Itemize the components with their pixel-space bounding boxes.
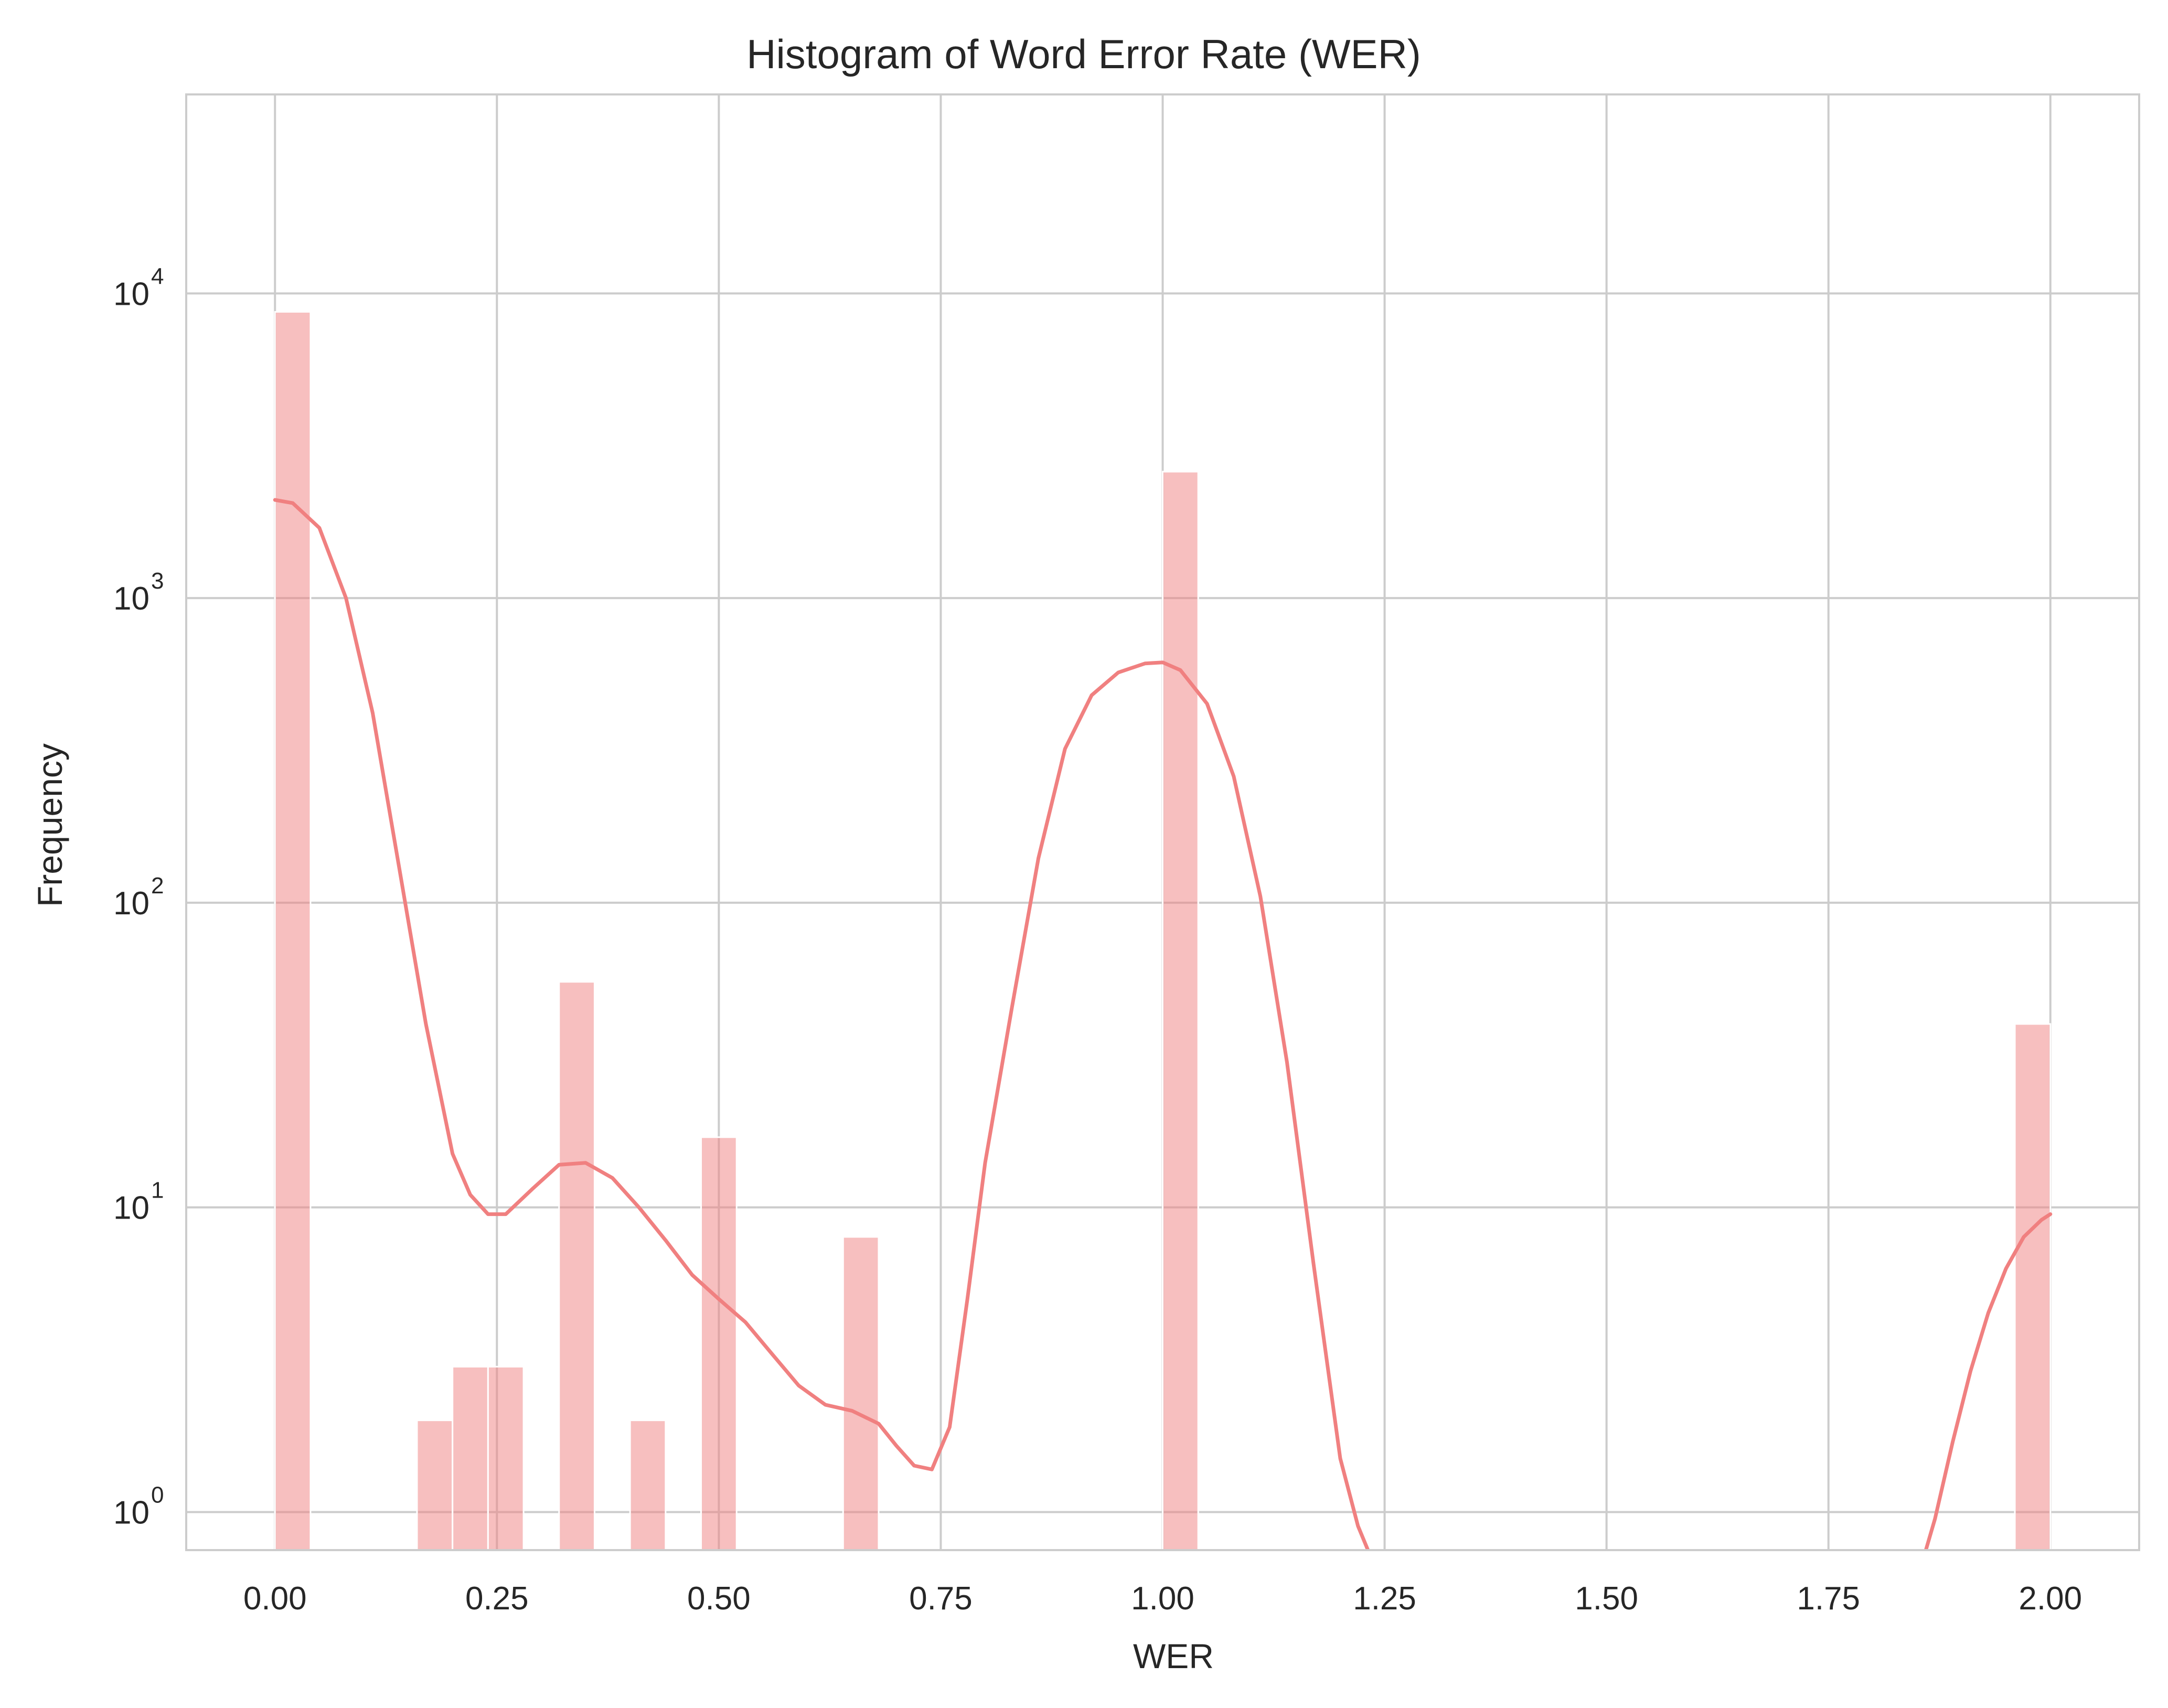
y-tick-exponent: 3 [151, 568, 164, 594]
kde-line-tail [1924, 1212, 2053, 1550]
x-axis-ticks: 0.00 0.25 0.50 0.75 1.00 1.25 1.50 1.75 2.00 [243, 1581, 2082, 1617]
histogram-bar [487, 1365, 525, 1551]
kde-line-main [273, 498, 1370, 1550]
x-tick-label: 1.25 [1353, 1581, 1416, 1617]
y-tick-label: 10 1 [113, 1178, 164, 1226]
chart-title: Histogram of Word Error Rate (WER) [746, 31, 1421, 77]
x-tick-label: 1.50 [1575, 1581, 1638, 1617]
histogram-bars [274, 311, 2052, 1551]
y-tick-exponent: 0 [151, 1482, 164, 1508]
histogram-bar [558, 981, 595, 1551]
x-tick-label: 0.00 [243, 1581, 307, 1617]
y-axis-label: Frequency [30, 743, 69, 907]
histogram-bar [700, 1136, 738, 1551]
x-tick-label: 0.50 [687, 1581, 751, 1617]
x-tick-label: 0.25 [465, 1581, 529, 1617]
x-tick-label: 2.00 [2019, 1581, 2082, 1617]
y-tick-exponent: 1 [151, 1178, 164, 1203]
x-tick-label: 1.75 [1797, 1581, 1860, 1617]
y-tick-label: 10 3 [113, 568, 164, 617]
x-tick-label: 1.00 [1131, 1581, 1194, 1617]
histogram-bar [842, 1236, 880, 1551]
y-tick-base: 10 [113, 1494, 149, 1531]
y-tick-base: 10 [113, 885, 149, 922]
x-axis-label: WER [1133, 1637, 1214, 1675]
kde-curve [273, 498, 2053, 1550]
y-tick-label: 10 4 [113, 263, 164, 312]
y-tick-label: 10 2 [113, 873, 164, 922]
histogram-bar [274, 311, 312, 1551]
y-tick-base: 10 [113, 276, 149, 312]
histogram-bar [629, 1419, 667, 1551]
y-tick-base: 10 [113, 581, 149, 617]
y-tick-exponent: 4 [151, 263, 164, 289]
y-tick-exponent: 2 [151, 873, 164, 899]
y-tick-label: 10 0 [113, 1482, 164, 1531]
histogram-bar [2014, 1023, 2052, 1551]
histogram-bar [416, 1419, 454, 1551]
x-tick-label: 0.75 [909, 1581, 973, 1617]
histogram-bar [1162, 471, 1199, 1551]
y-tick-base: 10 [113, 1190, 149, 1226]
plot-frame [185, 93, 2140, 1551]
histogram-bar [452, 1365, 489, 1551]
